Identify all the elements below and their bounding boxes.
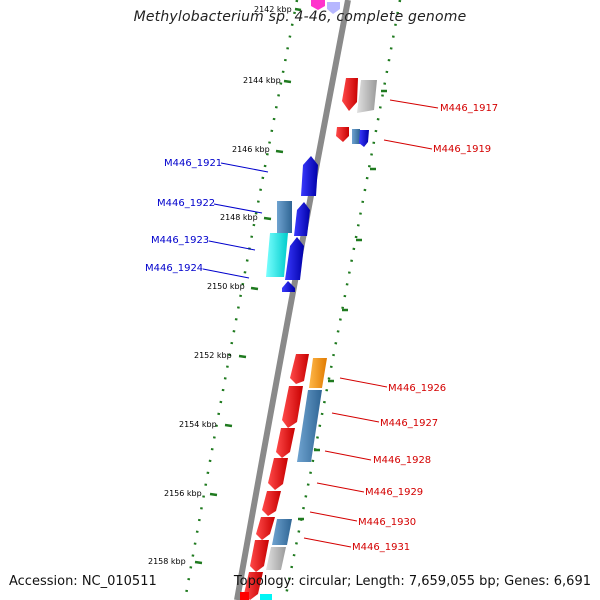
tick-label-2158: 2158 kbp (148, 557, 186, 566)
gene-label-m446-1930[interactable]: M446_1930 (358, 517, 416, 528)
reverse-red-genes (240, 354, 309, 600)
tick-label-2152: 2152 kbp (194, 351, 232, 360)
gene-label-m446-1926[interactable]: M446_1926 (388, 383, 446, 394)
gene-block[interactable] (277, 201, 292, 233)
forward-leader-lines (303, 99, 439, 548)
gene-label-m446-1919[interactable]: M446_1919 (433, 144, 491, 155)
gene-arrow[interactable] (342, 78, 358, 111)
gene-label-m446-1923[interactable]: M446_1923 (151, 235, 209, 246)
gene-arrow[interactable] (290, 354, 309, 384)
tick-labels: 2142 kbp 2144 kbp 2146 kbp 2148 kbp 2150… (148, 5, 292, 566)
gene-arrow[interactable] (266, 547, 286, 570)
map-title: Methylobacterium sp. 4-46, complete geno… (133, 9, 467, 25)
gene-arrow[interactable] (250, 540, 269, 572)
tick-label-2148: 2148 kbp (220, 213, 258, 222)
reverse-leader-lines (202, 162, 269, 279)
genome-backbone (234, 0, 351, 600)
gene-label-m446-1927[interactable]: M446_1927 (380, 418, 438, 429)
tick-label-2156: 2156 kbp (164, 489, 202, 498)
gene-arrow[interactable] (285, 237, 304, 280)
gene-label-m446-1917[interactable]: M446_1917 (440, 103, 498, 114)
reverse-track (183, 0, 299, 600)
tick-label-2144: 2144 kbp (243, 76, 281, 85)
forward-genes (266, 78, 377, 570)
gene-arrow[interactable] (294, 202, 310, 236)
gene-label-m446-1928[interactable]: M446_1928 (373, 455, 431, 466)
gene-arrow[interactable] (262, 491, 281, 516)
gene-arrow[interactable] (359, 130, 369, 147)
genome-summary-text: Topology: circular; Length: 7,659,055 bp… (233, 574, 591, 589)
tick-marks (194, 7, 387, 565)
reverse-blue-genes (266, 156, 318, 292)
gene-arrow[interactable] (357, 80, 377, 113)
gene-arrow[interactable] (301, 156, 318, 196)
gene-arrow[interactable] (327, 2, 340, 14)
gene-label-m446-1921[interactable]: M446_1921 (164, 158, 222, 169)
gene-arrow[interactable] (266, 233, 288, 277)
tick-label-2142: 2142 kbp (254, 5, 292, 14)
gene-labels: M446_1917 M446_1919 M446_1921 M446_1922 … (145, 103, 498, 553)
gene-arrow[interactable] (268, 458, 288, 490)
gene-arrow[interactable] (282, 281, 295, 292)
gene-label-m446-1929[interactable]: M446_1929 (365, 487, 423, 498)
gene-label-m446-1931[interactable]: M446_1931 (352, 542, 410, 553)
tick-label-2150: 2150 kbp (207, 282, 245, 291)
tick-label-2146: 2146 kbp (232, 145, 270, 154)
gene-block[interactable] (260, 594, 272, 600)
gene-block[interactable] (240, 592, 249, 600)
accession-text: Accession: NC_010511 (9, 574, 157, 589)
gene-arrow[interactable] (282, 386, 303, 428)
gene-label-m446-1924[interactable]: M446_1924 (145, 263, 203, 274)
genes-top (311, 0, 340, 14)
gene-arrow[interactable] (276, 428, 295, 458)
gene-arrow[interactable] (311, 0, 325, 10)
gene-block[interactable] (352, 129, 360, 144)
gene-arrow[interactable] (297, 390, 322, 462)
gene-arrow[interactable] (272, 519, 292, 545)
gene-label-m446-1922[interactable]: M446_1922 (157, 198, 215, 209)
gene-arrow[interactable] (309, 358, 327, 388)
gene-arrow[interactable] (256, 517, 275, 540)
tick-label-2154: 2154 kbp (179, 420, 217, 429)
gene-arrow[interactable] (336, 127, 349, 142)
